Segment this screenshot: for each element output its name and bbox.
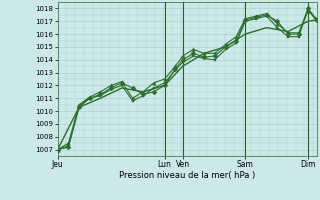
X-axis label: Pression niveau de la mer( hPa ): Pression niveau de la mer( hPa )	[119, 171, 255, 180]
